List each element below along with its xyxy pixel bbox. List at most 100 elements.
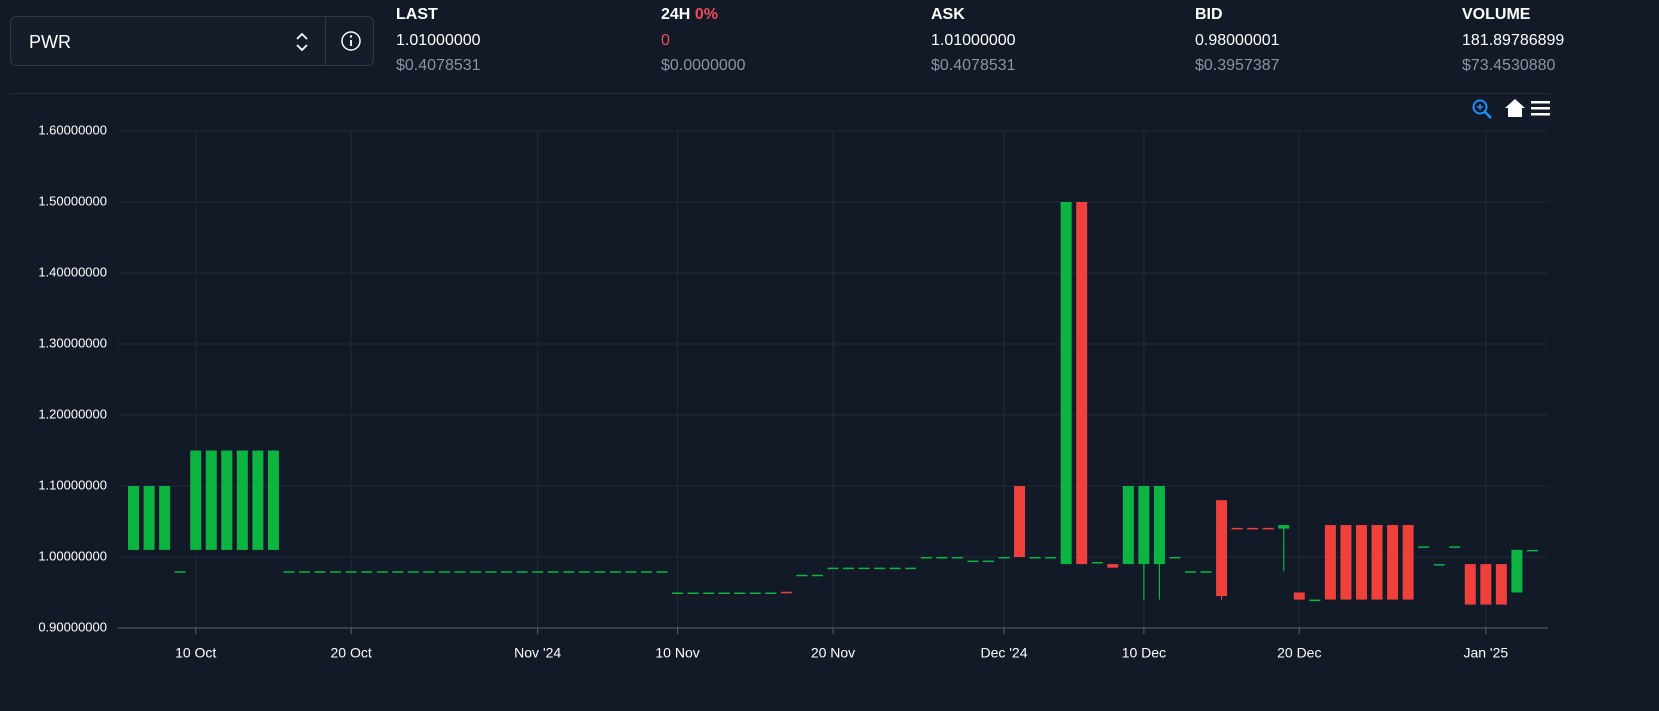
candle-body — [1262, 527, 1274, 530]
candle-body — [1371, 525, 1383, 600]
candle-body — [1433, 564, 1445, 566]
candle-body — [640, 571, 652, 573]
candle-body — [501, 571, 513, 573]
x-tick-label: 20 Dec — [1277, 645, 1321, 661]
stat: 24H 0% 0 $0.0000000 — [661, 6, 746, 75]
stat-label: LAST — [396, 6, 438, 23]
x-tick-label: 10 Nov — [655, 645, 699, 661]
candle-body — [547, 571, 559, 573]
candle-body — [951, 557, 963, 559]
stat-usd: $0.4078531 — [931, 57, 1016, 74]
stat-usd: $0.3957387 — [1195, 57, 1280, 74]
candle-body — [1076, 202, 1088, 565]
candle-body — [516, 571, 528, 573]
candle-body — [205, 450, 217, 550]
candle-body — [1138, 486, 1150, 565]
x-tick-label: 20 Oct — [331, 645, 372, 661]
stat-value: 0 — [661, 32, 670, 49]
candle-body — [174, 571, 186, 573]
stat-usd: $73.4530880 — [1462, 57, 1556, 74]
x-tick-label: Dec '24 — [980, 645, 1027, 661]
candle-body — [874, 567, 886, 570]
candle-body — [718, 592, 730, 594]
candle-body — [1355, 525, 1367, 600]
y-tick-label: 1.20000000 — [38, 406, 107, 421]
candle-body — [1418, 546, 1430, 548]
candle-body — [345, 571, 357, 573]
candle-body — [1480, 564, 1492, 605]
stat-label: BID — [1195, 6, 1223, 23]
candle-body — [1449, 546, 1461, 548]
candle-body — [625, 571, 637, 573]
info-icon — [341, 31, 361, 51]
y-tick-label: 1.10000000 — [38, 477, 107, 492]
candle-body — [1153, 486, 1165, 565]
stat-label: ASK — [931, 6, 965, 23]
candle-body — [1309, 599, 1321, 602]
candle-body — [1029, 557, 1041, 559]
symbol: PWR — [29, 32, 71, 52]
candle-body — [392, 571, 404, 573]
candle-body — [656, 571, 668, 573]
candle-body — [780, 591, 792, 594]
stat-change: 0% — [694, 6, 718, 23]
candle-body — [936, 557, 948, 559]
info-button[interactable] — [325, 17, 376, 65]
candle-body — [843, 567, 855, 570]
candle-body — [438, 571, 450, 573]
x-tick-label: 20 Nov — [811, 645, 855, 661]
y-tick-label: 1.60000000 — [38, 122, 107, 137]
candle-body — [1340, 525, 1352, 600]
candle-body — [594, 571, 606, 573]
stat-value: 181.89786899 — [1462, 32, 1565, 49]
zoom-button[interactable] — [1472, 99, 1492, 119]
candle-body — [1091, 561, 1103, 564]
stat-usd: $0.4078531 — [396, 57, 481, 74]
stat: LAST 1.01000000 $0.4078531 — [396, 6, 481, 75]
candle-body — [1231, 527, 1243, 530]
stat-label-row: VOLUME — [1462, 6, 1564, 26]
candle-body — [283, 571, 295, 573]
stat-label: 24H — [661, 6, 691, 23]
candle-body — [1387, 525, 1399, 600]
candle-body — [299, 571, 311, 573]
candle-body — [1247, 527, 1259, 530]
menu-button[interactable] — [1531, 101, 1550, 116]
candle-body — [1122, 486, 1134, 565]
candle-body — [811, 574, 823, 577]
candle-body — [143, 486, 155, 550]
candle-body — [609, 571, 621, 573]
candle-body — [1060, 202, 1072, 565]
candle-body — [1185, 571, 1196, 573]
candle-body — [128, 486, 140, 550]
candle-body — [1402, 525, 1414, 600]
candle-body — [920, 557, 932, 559]
candle-body — [361, 571, 373, 573]
home-button[interactable] — [1505, 99, 1525, 117]
candle-body — [858, 567, 870, 570]
candle-body — [236, 450, 248, 550]
candle-body — [1526, 549, 1538, 552]
stat-value: 0.98000001 — [1195, 32, 1280, 49]
candle-body — [967, 560, 979, 563]
candle-body — [1324, 525, 1336, 600]
x-tick-label: Nov '24 — [514, 645, 561, 661]
candle-body — [407, 571, 419, 573]
candle-body — [765, 592, 777, 594]
candle-body — [905, 567, 917, 570]
candle-body — [470, 571, 481, 573]
candle-body — [1169, 557, 1181, 559]
stat: VOLUME 181.89786899 $73.4530880 — [1462, 6, 1564, 75]
stat-label-row: BID — [1195, 6, 1280, 26]
stat-label-row: ASK — [931, 6, 1016, 26]
candle-body — [563, 571, 575, 573]
candle-body — [485, 571, 497, 573]
symbol-selector[interactable]: PWR — [10, 16, 374, 66]
stat-label-row: LAST — [396, 6, 481, 26]
candle-body — [1107, 564, 1119, 568]
stat: BID 0.98000001 $0.3957387 — [1195, 6, 1280, 75]
candle-body — [267, 450, 279, 550]
candle-body — [423, 571, 435, 573]
y-tick-label: 1.50000000 — [38, 193, 107, 208]
